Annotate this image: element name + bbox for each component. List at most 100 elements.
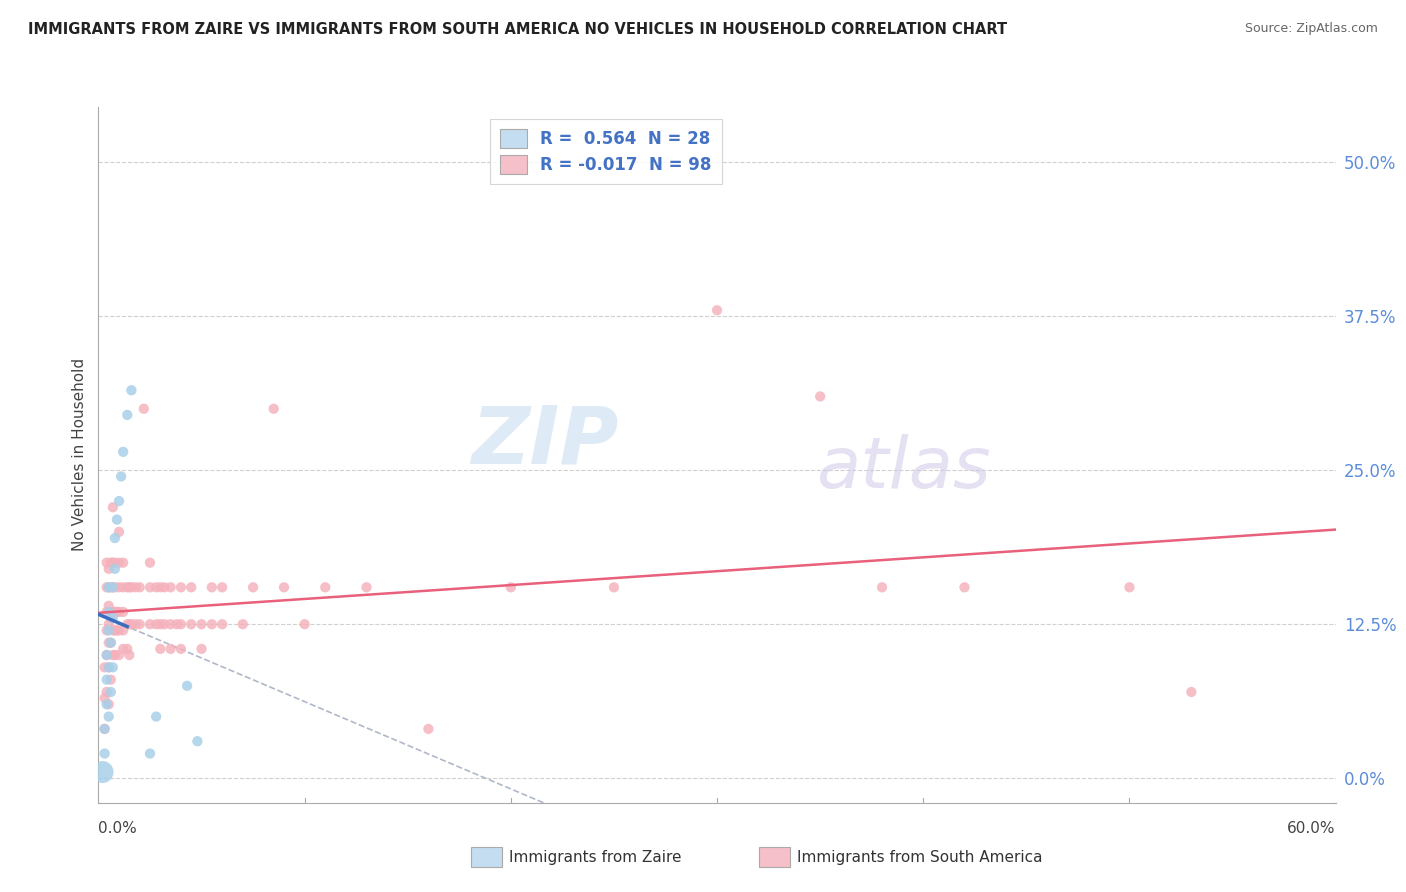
Point <box>101 580 124 594</box>
Point <box>166 617 188 632</box>
Text: Source: ZipAtlas.com: Source: ZipAtlas.com <box>1244 22 1378 36</box>
Point <box>101 580 124 594</box>
Point <box>149 580 172 594</box>
Text: Immigrants from South America: Immigrants from South America <box>797 850 1043 864</box>
Point <box>110 469 132 483</box>
Point <box>132 401 155 416</box>
Point <box>186 734 208 748</box>
Point <box>124 580 146 594</box>
Point <box>93 691 115 706</box>
Point <box>108 494 131 508</box>
Point <box>117 617 139 632</box>
Point <box>105 624 128 638</box>
Point <box>499 580 522 594</box>
Point <box>108 648 131 662</box>
Point <box>118 617 141 632</box>
Point <box>97 562 120 576</box>
Point <box>149 641 172 656</box>
Point <box>100 556 122 570</box>
Point <box>91 764 114 779</box>
Point <box>190 641 212 656</box>
Point <box>101 556 124 570</box>
Point <box>104 624 127 638</box>
Point <box>100 673 122 687</box>
Point <box>97 709 120 723</box>
Point <box>180 580 202 594</box>
Point <box>97 636 120 650</box>
Point <box>108 605 131 619</box>
Point <box>101 624 124 638</box>
Point <box>159 641 181 656</box>
Point <box>356 580 378 594</box>
Point <box>180 617 202 632</box>
Point <box>97 624 120 638</box>
Point <box>190 617 212 632</box>
Point <box>232 617 254 632</box>
Point <box>128 580 150 594</box>
Point <box>808 389 831 403</box>
Text: 0.0%: 0.0% <box>98 822 138 837</box>
Point <box>124 617 146 632</box>
Point <box>211 580 233 594</box>
Point <box>139 617 162 632</box>
Point <box>112 445 135 459</box>
Point <box>108 556 131 570</box>
Point <box>104 605 127 619</box>
Point <box>97 617 120 632</box>
Text: Immigrants from Zaire: Immigrants from Zaire <box>509 850 682 864</box>
Point <box>101 500 124 515</box>
Point <box>706 303 728 318</box>
Point <box>96 624 118 638</box>
Text: atlas: atlas <box>815 434 991 503</box>
Point <box>96 556 118 570</box>
Point <box>242 580 264 594</box>
Point <box>145 709 167 723</box>
Point <box>176 679 198 693</box>
Point <box>104 562 127 576</box>
Point <box>294 617 316 632</box>
Point <box>128 617 150 632</box>
Point <box>112 624 135 638</box>
Point <box>170 617 193 632</box>
Point <box>108 524 131 539</box>
Point <box>112 641 135 656</box>
Point <box>120 384 142 398</box>
Point <box>105 512 128 526</box>
Point <box>101 648 124 662</box>
Point <box>97 660 120 674</box>
Point <box>139 747 162 761</box>
Point <box>117 580 139 594</box>
Point <box>117 408 139 422</box>
Point <box>104 580 127 594</box>
Legend: R =  0.564  N = 28, R = -0.017  N = 98: R = 0.564 N = 28, R = -0.017 N = 98 <box>491 119 721 184</box>
Point <box>100 611 122 625</box>
Point <box>1180 685 1202 699</box>
Point <box>104 556 127 570</box>
Point <box>97 605 120 619</box>
Point <box>263 401 285 416</box>
Point <box>96 605 118 619</box>
Point <box>201 617 224 632</box>
Point <box>153 617 176 632</box>
Point <box>870 580 893 594</box>
Point <box>145 580 167 594</box>
Point <box>149 617 172 632</box>
Point <box>97 698 120 712</box>
Point <box>159 617 181 632</box>
Point <box>105 605 128 619</box>
Point <box>96 580 118 594</box>
Point <box>201 580 224 594</box>
Text: 60.0%: 60.0% <box>1288 822 1336 837</box>
Y-axis label: No Vehicles in Household: No Vehicles in Household <box>72 359 87 551</box>
Point <box>953 580 976 594</box>
Point <box>93 747 115 761</box>
Point <box>100 636 122 650</box>
Point <box>96 648 118 662</box>
Point <box>100 580 122 594</box>
Point <box>97 599 120 613</box>
Point <box>96 698 118 712</box>
Point <box>101 611 124 625</box>
Point <box>104 531 127 545</box>
Point <box>93 722 115 736</box>
Point <box>153 580 176 594</box>
